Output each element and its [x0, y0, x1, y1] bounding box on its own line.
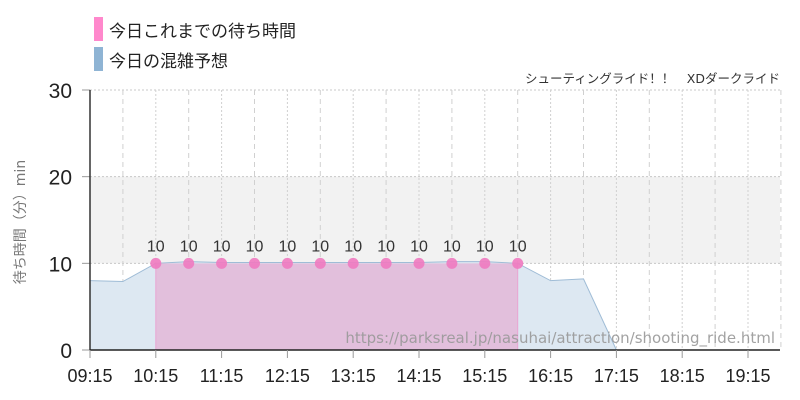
- data-point: [446, 257, 458, 269]
- data-point-label: 10: [476, 238, 494, 255]
- x-tick-label: 09:15: [67, 366, 112, 386]
- data-point: [347, 257, 359, 269]
- data-point-label: 10: [180, 238, 198, 255]
- x-tick-label: 10:15: [133, 366, 178, 386]
- legend-label-forecast: 今日の混雑予想: [109, 51, 228, 72]
- actual-area: [155, 263, 518, 350]
- y-tick-label: 0: [60, 340, 72, 363]
- x-tick-label: 13:15: [331, 366, 376, 386]
- data-point: [314, 257, 326, 269]
- data-point-label: 10: [311, 238, 329, 255]
- legend-swatch-actual: [94, 17, 103, 41]
- legend-swatch-forecast: [94, 47, 103, 71]
- watermark-url: https://parksreal.jp/nasuhai/attraction/…: [345, 329, 775, 348]
- data-point: [380, 257, 392, 269]
- data-point-label: 10: [213, 238, 231, 255]
- x-tick-label: 19:15: [725, 366, 770, 386]
- data-point-label: 10: [279, 238, 297, 255]
- data-point-label: 10: [246, 238, 264, 255]
- data-point-label: 10: [509, 238, 527, 255]
- y-tick-label: 10: [49, 253, 72, 276]
- data-point-label: 10: [344, 238, 362, 255]
- data-point-label: 10: [410, 238, 428, 255]
- shaded-band: [90, 176, 780, 264]
- x-tick-label: 15:15: [462, 366, 507, 386]
- y-tick-label: 20: [49, 167, 72, 190]
- legend-item-forecast[interactable]: 今日の混雑予想: [94, 44, 296, 74]
- legend-item-actual[interactable]: 今日これまでの待ち時間: [94, 14, 296, 44]
- x-tick-label: 17:15: [594, 366, 639, 386]
- x-tick-label: 11:15: [200, 366, 244, 386]
- data-point: [216, 257, 228, 269]
- legend: 今日これまでの待ち時間 今日の混雑予想: [94, 14, 296, 74]
- data-point: [413, 257, 425, 269]
- data-point-label: 10: [377, 238, 395, 255]
- data-point: [281, 257, 293, 269]
- data-point: [183, 257, 195, 269]
- data-point-label: 10: [147, 238, 165, 255]
- x-tick-label: 12:15: [265, 366, 310, 386]
- chart-subtitle: シューティングライド！！ XDダークライド: [525, 71, 780, 86]
- x-tick-label: 14:15: [396, 366, 441, 386]
- x-tick-label: 18:15: [660, 366, 705, 386]
- x-tick-label: 16:15: [528, 366, 573, 386]
- data-point: [150, 257, 162, 269]
- legend-label-actual: 今日これまでの待ち時間: [109, 21, 296, 42]
- data-point: [479, 257, 491, 269]
- y-tick-label: 30: [49, 80, 72, 103]
- data-point: [512, 257, 524, 269]
- data-point: [249, 257, 260, 269]
- data-point-label: 10: [443, 238, 461, 255]
